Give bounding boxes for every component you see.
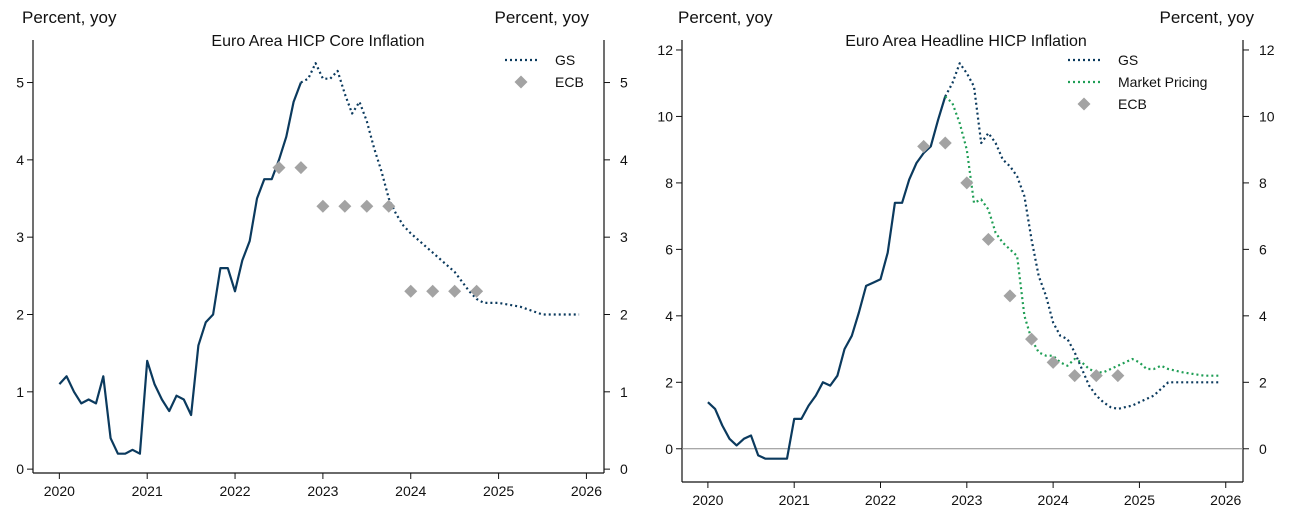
ecb-projection-marker (1089, 369, 1103, 383)
ecb-projection-marker (448, 284, 462, 298)
y-tick-label-right: 6 (1259, 241, 1267, 257)
x-tick-label: 2026 (571, 483, 602, 499)
ecb-projection-marker (470, 284, 484, 298)
ecb-projection-marker (1068, 369, 1082, 383)
x-tick-label: 2022 (865, 492, 896, 508)
left-axis-unit-label: Percent, yoy (22, 8, 117, 27)
y-tick-label-right: 2 (620, 306, 628, 322)
y-tick-label-left: 3 (16, 229, 24, 245)
ecb-projection-marker (404, 284, 418, 298)
y-tick-label-right: 12 (1259, 42, 1275, 58)
x-tick-label: 2023 (307, 483, 338, 499)
right-axis-unit-label: Percent, yoy (1160, 8, 1255, 27)
x-tick-label: 2024 (395, 483, 426, 499)
y-tick-label-left: 2 (665, 374, 673, 390)
ecb-projection-marker (1046, 355, 1060, 369)
y-tick-label-left: 6 (665, 241, 673, 257)
actual-inflation-line (707, 96, 947, 460)
legend-label: Market Pricing (1118, 74, 1207, 90)
x-tick-label: 2021 (132, 483, 163, 499)
ecb-projection-marker (338, 199, 352, 213)
market-pricing-forecast-line (944, 95, 1219, 377)
ecb-projection-marker (1111, 369, 1125, 383)
y-tick-label-right: 2 (1259, 374, 1267, 390)
x-tick-label: 2024 (1038, 492, 1069, 508)
y-tick-label-right: 8 (1259, 175, 1267, 191)
ecb-projection-marker (426, 284, 440, 298)
right-axis-unit-label: Percent, yoy (495, 8, 590, 27)
x-tick-label: 2025 (1124, 492, 1155, 508)
x-tick-label: 2022 (219, 483, 250, 499)
x-tick-label: 2020 (692, 492, 723, 508)
ecb-projection-marker (382, 199, 396, 213)
y-tick-label-left: 1 (16, 384, 24, 400)
y-tick-label-left: 0 (16, 461, 24, 477)
y-tick-label-right: 3 (620, 229, 628, 245)
ecb-projection-marker (316, 199, 330, 213)
legend-label: ECB (555, 74, 584, 90)
legend-key-ecb (514, 75, 528, 89)
y-tick-label-left: 10 (657, 108, 673, 124)
ecb-projection-marker (1003, 289, 1017, 303)
y-tick-label-left: 0 (665, 441, 673, 457)
x-tick-label: 2026 (1210, 492, 1241, 508)
ecb-projection-marker (272, 161, 286, 175)
actual-inflation-line (58, 82, 302, 455)
headline-inflation-panel: Percent, yoy Percent, yoy Euro Area Head… (657, 8, 1274, 508)
y-tick-label-left: 4 (665, 308, 673, 324)
y-tick-label-left: 4 (16, 152, 24, 168)
y-tick-label-right: 5 (620, 75, 628, 91)
ecb-projection-marker (1025, 332, 1039, 346)
legend-label: ECB (1118, 96, 1147, 112)
x-tick-label: 2025 (483, 483, 514, 499)
y-tick-label-right: 0 (1259, 441, 1267, 457)
legend-key-ecb (1077, 97, 1091, 111)
y-tick-label-left: 12 (657, 42, 673, 58)
y-tick-label-right: 4 (1259, 308, 1267, 324)
y-tick-label-right: 0 (620, 461, 628, 477)
legend-label: GS (1118, 52, 1138, 68)
core-inflation-panel: Percent, yoy Percent, yoy Euro Area HICP… (16, 8, 628, 499)
y-tick-label-left: 2 (16, 306, 24, 322)
y-tick-label-left: 8 (665, 175, 673, 191)
y-tick-label-right: 4 (620, 152, 628, 168)
x-tick-label: 2020 (44, 483, 75, 499)
y-tick-label-right: 10 (1259, 108, 1275, 124)
x-tick-label: 2021 (779, 492, 810, 508)
y-tick-label-left: 5 (16, 75, 24, 91)
left-axis-unit-label: Percent, yoy (678, 8, 773, 27)
ecb-projection-marker (917, 139, 931, 153)
y-tick-label-right: 1 (620, 384, 628, 400)
x-tick-label: 2023 (951, 492, 982, 508)
chart-title: Euro Area Headline HICP Inflation (845, 33, 1087, 50)
gs-forecast-line (300, 62, 580, 316)
legend-label: GS (555, 52, 575, 68)
ecb-projection-marker (960, 176, 974, 190)
ecb-projection-marker (938, 136, 952, 150)
ecb-projection-marker (360, 199, 374, 213)
chart-title: Euro Area HICP Core Inflation (211, 33, 424, 50)
ecb-projection-marker (981, 232, 995, 246)
ecb-projection-marker (294, 161, 308, 175)
